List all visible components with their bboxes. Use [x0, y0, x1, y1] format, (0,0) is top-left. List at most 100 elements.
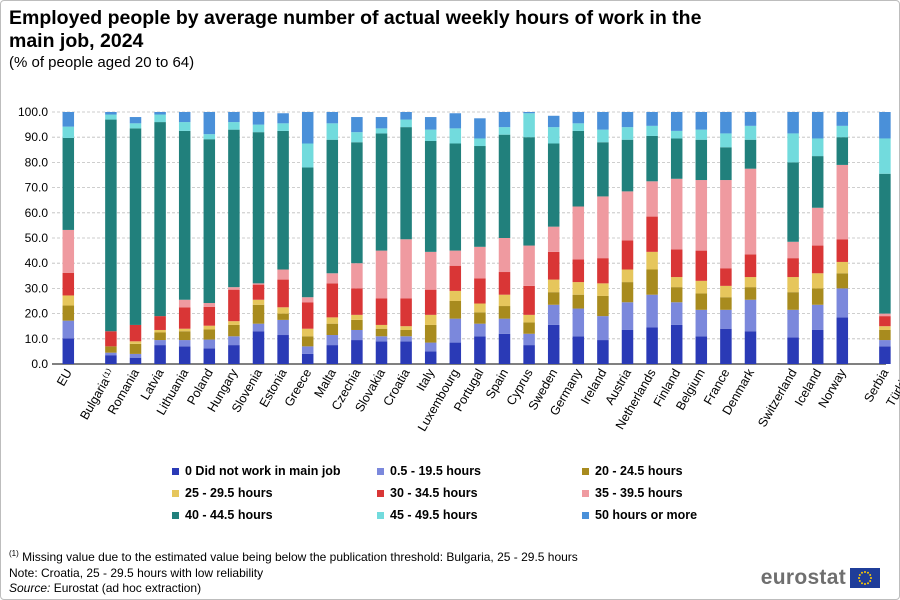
bar-segment-france-7: [720, 133, 732, 148]
bar-segment-slovakia-6: [375, 133, 388, 251]
bar-segment-france-3: [720, 285, 732, 298]
bar-segment-austria-4: [621, 240, 634, 270]
bar-segment-croatia-8: [400, 112, 412, 120]
bar-segment-serbia-0: [879, 346, 891, 364]
bar-segment-slovakia-8: [375, 117, 388, 129]
bar-segment-slovenia-4: [252, 284, 265, 300]
chart-title: Employed people by average number of act…: [9, 7, 702, 52]
bar-segment-slovakia-1: [375, 336, 388, 342]
bar-segment-france-8: [720, 112, 732, 134]
bar-segment-netherlands-8: [646, 112, 658, 126]
bar-segment-belgium-3: [695, 280, 708, 294]
bar-segment-malta-1: [326, 335, 339, 346]
bar-segment-spain-1: [498, 318, 511, 334]
legend-swatch: [582, 489, 589, 497]
bar-segment-netherlands-0: [646, 327, 658, 364]
bar-segment-norway-1: [836, 288, 849, 318]
bar-segment-luxembourg-5: [449, 250, 462, 266]
bar-segment-czechia-3: [351, 314, 363, 320]
legend-label: 50 hours or more: [595, 508, 698, 522]
bar-segment-estonia-8: [277, 113, 289, 124]
bar-segment-bulgaria-7: [105, 114, 117, 120]
bar-segment-serbia-8: [879, 112, 891, 139]
bar-segment-slovakia-7: [375, 128, 388, 134]
bar-segment-italy-4: [424, 289, 437, 315]
bar-segment-latvia-1: [154, 340, 166, 346]
bar-segment-ireland-4: [597, 258, 609, 284]
bar-segment-slovenia-3: [252, 299, 265, 305]
bar-segment-portugal-4: [474, 278, 486, 304]
bar-segment-belgium-5: [695, 180, 708, 251]
bar-segment-romania-8: [129, 117, 142, 124]
bar-segment-iceland-5: [811, 207, 824, 246]
bar-segment-sweden-3: [547, 279, 560, 293]
bar-segment-eu-6: [62, 137, 75, 230]
bar-segment-czechia-6: [351, 142, 363, 264]
bar-segment-cyprus-7: [523, 113, 535, 138]
bar-segment-iceland-3: [811, 273, 824, 289]
eurostat-logo: eurostat: [761, 566, 880, 590]
bar-segment-czechia-0: [351, 340, 363, 364]
bar-segment-malta-2: [326, 323, 339, 336]
bar-segment-belgium-4: [695, 250, 708, 281]
bar-segment-switzerland-0: [787, 337, 799, 364]
bar-segment-greece-5: [301, 297, 314, 303]
x-tick-label-eu: EU: [54, 367, 75, 389]
bar-segment-latvia-4: [154, 316, 166, 330]
bar-segment-romania-4: [129, 324, 142, 342]
bar-segment-luxembourg-2: [449, 301, 462, 319]
bar-segment-norway-3: [836, 261, 849, 274]
bar-segment-finland-1: [670, 302, 683, 325]
bar-segment-greece-4: [301, 302, 314, 329]
legend-swatch: [377, 467, 384, 475]
bar-segment-switzerland-7: [787, 133, 799, 163]
bar-segment-malta-4: [326, 283, 339, 318]
bar-segment-slovakia-4: [375, 298, 388, 325]
bar-segment-spain-3: [498, 294, 511, 307]
bar-segment-bulgaria-1: [105, 352, 117, 356]
legend-item-45-49-5-hours: 45 - 49.5 hours: [377, 508, 478, 522]
bar-segment-belgium-8: [695, 112, 708, 130]
bar-segment-bulgaria-0: [105, 355, 117, 364]
bar-segment-germany-0: [572, 336, 585, 364]
legend-label: 45 - 49.5 hours: [390, 508, 478, 522]
bar-segment-germany-1: [572, 308, 585, 337]
legend-item-20-24-5-hours: 20 - 24.5 hours: [582, 464, 683, 478]
bar-segment-italy-2: [424, 324, 437, 343]
bar-segment-denmark-7: [744, 125, 757, 140]
bar-segment-austria-5: [621, 191, 634, 241]
bar-segment-luxembourg-0: [449, 342, 462, 364]
bar-segment-poland-4: [203, 306, 216, 326]
bar-segment-germany-8: [572, 112, 585, 124]
bar-segment-croatia-3: [400, 326, 412, 330]
bar-segment-slovenia-2: [252, 304, 265, 324]
bar-segment-hungary-3: [228, 321, 240, 325]
bar-segment-portugal-0: [474, 336, 486, 364]
bar-segment-serbia-7: [879, 138, 891, 174]
bar-segment-eu-8: [62, 112, 75, 127]
bar-segment-italy-8: [424, 117, 437, 130]
bar-segment-greece-8: [301, 112, 314, 144]
legend-swatch: [377, 511, 384, 519]
bar-segment-switzerland-3: [787, 277, 799, 293]
bar-segment-germany-4: [572, 259, 585, 283]
bar-segment-spain-6: [498, 134, 511, 238]
x-tick-label-italy: Italy: [414, 366, 438, 394]
chart-legend: 0 Did not work in main job 0.5 - 19.5 hou…: [172, 464, 732, 524]
bar-segment-cyprus-3: [523, 314, 535, 323]
y-tick-label: 90.0: [25, 130, 49, 144]
bar-segment-ireland-7: [597, 129, 609, 143]
legend-item-0-did-not-work-in-main-job: 0 Did not work in main job: [172, 464, 341, 478]
bar-segment-norway-8: [836, 112, 849, 126]
bar-segment-cyprus-8: [523, 112, 535, 114]
bar-segment-finland-3: [670, 277, 683, 288]
bar-segment-hungary-1: [228, 336, 240, 346]
legend-item-0-5-19-5-hours: 0.5 - 19.5 hours: [377, 464, 481, 478]
footnotes: (1) Missing value due to the estimated v…: [9, 546, 578, 597]
bar-segment-croatia-1: [400, 336, 412, 342]
bar-segment-slovakia-2: [375, 328, 388, 337]
bar-segment-austria-3: [621, 269, 634, 283]
bar-segment-romania-1: [129, 353, 142, 358]
bar-segment-cyprus-6: [523, 137, 535, 246]
bar-segment-norway-2: [836, 273, 849, 289]
